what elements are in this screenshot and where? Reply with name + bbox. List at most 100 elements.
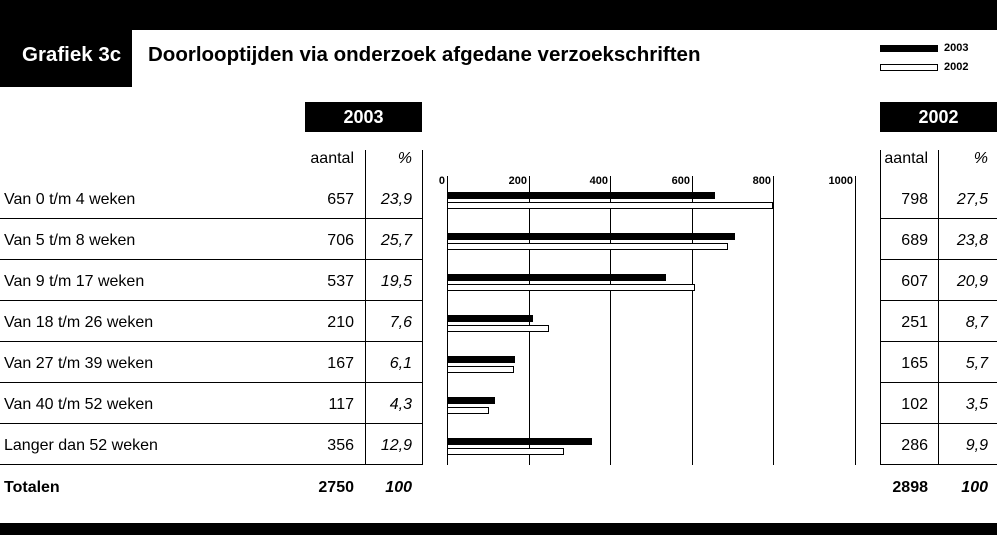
gridline xyxy=(610,176,611,465)
count-2002: 607 xyxy=(901,273,928,290)
pct-2002: 3,5 xyxy=(965,396,988,413)
row-label: Van 27 t/m 39 weken xyxy=(4,355,154,372)
legend-label-2002: 2002 xyxy=(944,61,969,73)
year-header-2003: 2003 xyxy=(305,102,422,132)
count-2002: 165 xyxy=(901,355,928,372)
total-pct-2003: 100 xyxy=(385,479,412,496)
pct-2002: 9,9 xyxy=(965,437,988,454)
pct-2003: 19,5 xyxy=(380,273,412,290)
pct-2002: 20,9 xyxy=(956,273,988,290)
bar-2002-row-4 xyxy=(447,366,515,373)
bar-2003-row-5 xyxy=(447,397,495,404)
table-row: Van 18 t/m 26 weken 210 7,6 251 8,7 xyxy=(0,303,997,342)
count-2003: 117 xyxy=(328,396,354,413)
pct-2003: 7,6 xyxy=(389,314,412,331)
table-row: Langer dan 52 weken 356 12,9 286 9,9 xyxy=(0,426,997,465)
pct-2002: 27,5 xyxy=(956,191,988,208)
legend-swatch-2002 xyxy=(880,64,938,71)
count-2002: 798 xyxy=(901,191,928,208)
row-divider xyxy=(0,259,423,260)
figure-badge xyxy=(0,0,132,87)
bar-2003-row-4 xyxy=(447,356,516,363)
column-header-pct-2003: % xyxy=(397,150,412,167)
bar-2003-row-2 xyxy=(447,274,667,281)
row-divider xyxy=(880,423,997,424)
row-label: Langer dan 52 weken xyxy=(4,437,158,454)
gridline xyxy=(773,176,774,465)
column-divider xyxy=(938,150,939,465)
x-tick-label: 600 xyxy=(671,175,690,187)
column-divider xyxy=(422,150,423,465)
chart-title: Doorlooptijden via onderzoek afgedane ve… xyxy=(148,43,701,66)
count-2003: 537 xyxy=(327,273,354,290)
count-2003: 657 xyxy=(327,191,354,208)
row-divider xyxy=(880,218,997,219)
row-divider xyxy=(880,259,997,260)
column-header-count-2002: aantal xyxy=(884,150,928,167)
count-2003: 210 xyxy=(327,314,354,331)
pct-2003: 6,1 xyxy=(389,355,412,372)
bar-2002-row-1 xyxy=(447,243,729,250)
row-divider xyxy=(0,300,423,301)
bar-chart: 0 200 400 600 800 1000 xyxy=(439,170,857,465)
x-tick-label: 200 xyxy=(508,175,527,187)
column-header-count-2003: aantal xyxy=(310,150,354,167)
count-2003: 356 xyxy=(327,437,354,454)
total-count-2003: 2750 xyxy=(318,479,354,496)
count-2003: 167 xyxy=(327,355,354,372)
row-label: Van 9 t/m 17 weken xyxy=(4,273,145,290)
x-tick-label: 0 xyxy=(438,175,445,187)
total-pct-2002: 100 xyxy=(961,479,988,496)
totals-label: Totalen xyxy=(4,479,60,496)
pct-2002: 8,7 xyxy=(965,314,988,331)
table-row: Van 0 t/m 4 weken 657 23,9 798 27,5 xyxy=(0,180,997,219)
pct-2003: 23,9 xyxy=(380,191,412,208)
bar-2002-row-2 xyxy=(447,284,695,291)
bar-2002-row-3 xyxy=(447,325,550,332)
row-label: Van 18 t/m 26 weken xyxy=(4,314,154,331)
pct-2003: 12,9 xyxy=(380,437,412,454)
table-row: Van 9 t/m 17 weken 537 19,5 607 20,9 xyxy=(0,262,997,301)
table-row: Van 40 t/m 52 weken 117 4,3 102 3,5 xyxy=(0,385,997,424)
row-divider xyxy=(880,382,997,383)
year-header-2002: 2002 xyxy=(880,102,997,132)
column-header-pct-2002: % xyxy=(973,150,988,167)
pct-2003: 25,7 xyxy=(380,232,412,249)
row-divider xyxy=(0,423,423,424)
row-divider xyxy=(880,300,997,301)
x-tick-label: 1000 xyxy=(828,175,853,187)
legend-label-2003: 2003 xyxy=(944,42,969,54)
legend-swatch-2003 xyxy=(880,45,938,52)
gridline xyxy=(855,176,856,465)
count-2003: 706 xyxy=(327,232,354,249)
count-2002: 286 xyxy=(901,437,928,454)
bar-2003-row-3 xyxy=(447,315,533,322)
row-label: Van 5 t/m 8 weken xyxy=(4,232,136,249)
count-2002: 251 xyxy=(901,314,928,331)
total-count-2002: 2898 xyxy=(892,479,928,496)
bar-2003-row-6 xyxy=(447,438,593,445)
bar-2002-row-0 xyxy=(447,202,773,209)
pct-2002: 23,8 xyxy=(956,232,988,249)
x-tick-label: 400 xyxy=(589,175,608,187)
column-divider xyxy=(365,150,366,465)
row-divider xyxy=(880,341,997,342)
x-tick-label: 800 xyxy=(752,175,771,187)
bar-2002-row-5 xyxy=(447,407,489,414)
column-divider xyxy=(880,150,881,465)
bar-2003-row-0 xyxy=(447,192,716,199)
table-row: Van 5 t/m 8 weken 706 25,7 689 23,8 xyxy=(0,221,997,260)
row-divider xyxy=(0,218,423,219)
row-divider xyxy=(0,464,423,465)
row-divider xyxy=(0,341,423,342)
bar-2003-row-1 xyxy=(447,233,736,240)
top-banner xyxy=(0,0,997,30)
figure-number: Grafiek 3c xyxy=(22,43,122,66)
row-label: Van 0 t/m 4 weken xyxy=(4,191,136,208)
pct-2002: 5,7 xyxy=(965,355,988,372)
gridline xyxy=(692,176,693,465)
row-label: Van 40 t/m 52 weken xyxy=(4,396,154,413)
totals-row: Totalen 2750 100 2898 100 xyxy=(0,479,997,517)
bar-2002-row-6 xyxy=(447,448,564,455)
